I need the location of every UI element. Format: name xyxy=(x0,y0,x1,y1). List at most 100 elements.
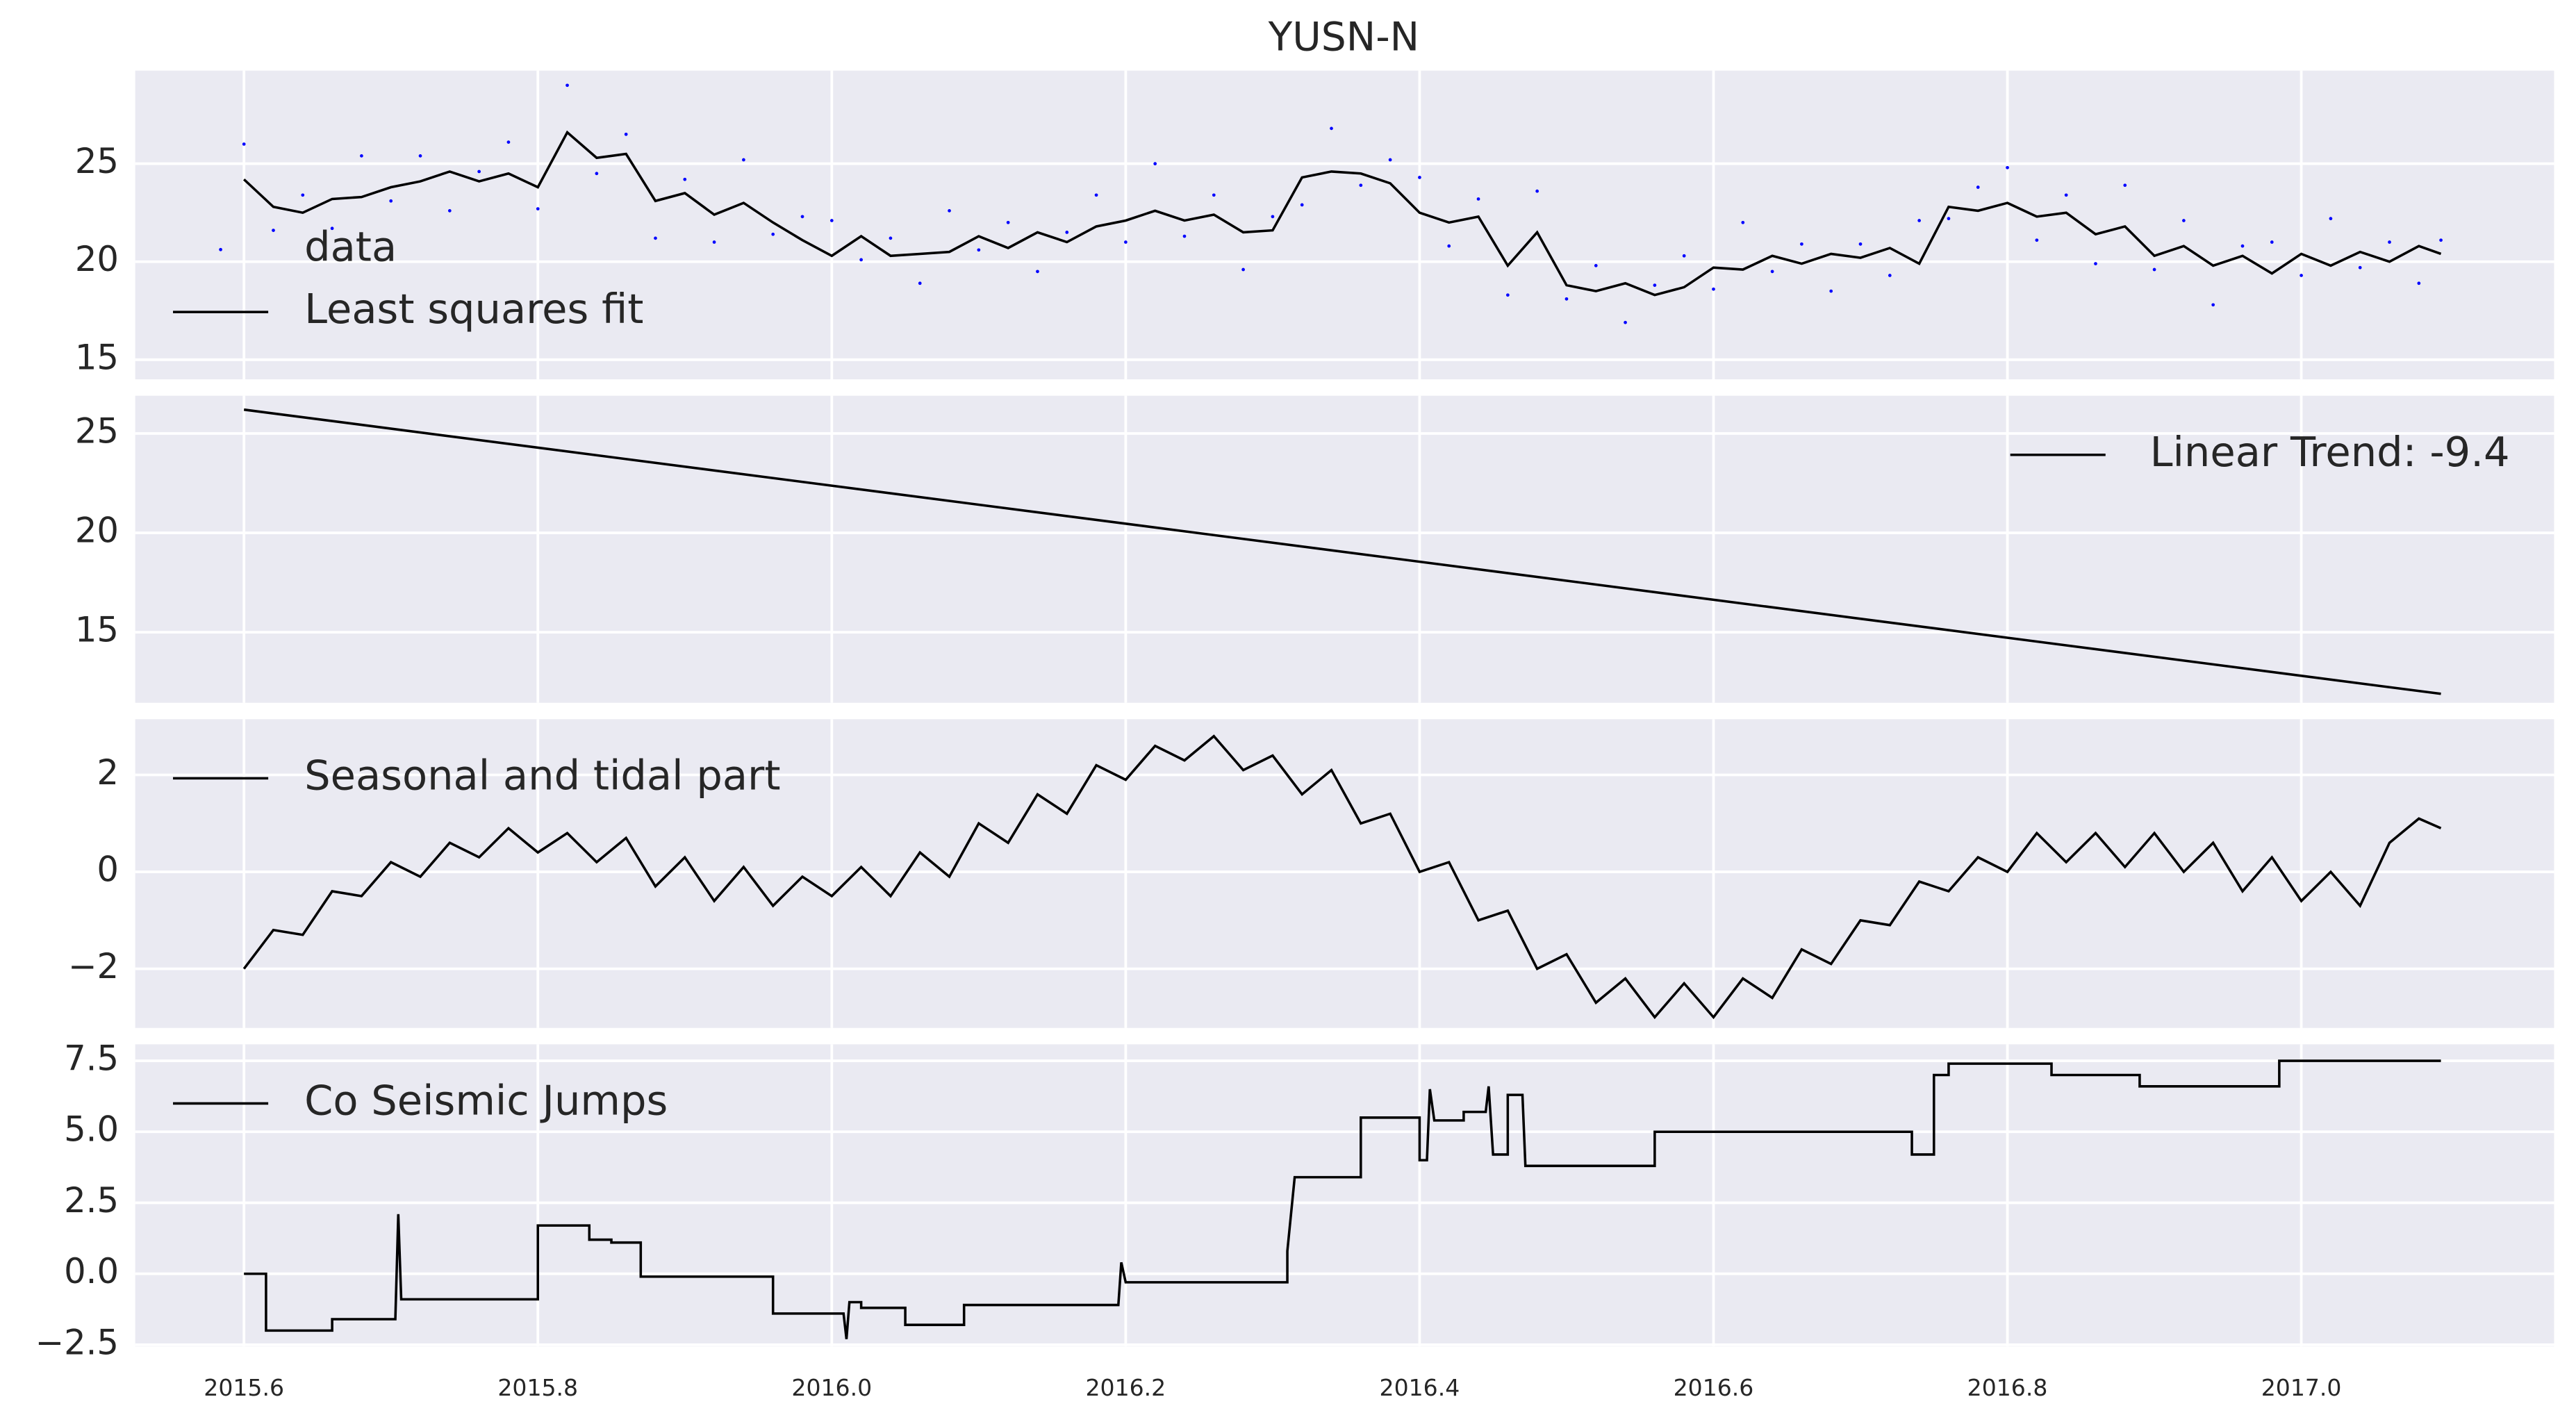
x-tick-label: 2016.6 xyxy=(1674,1374,1754,1401)
x-tick-label: 2016.8 xyxy=(1967,1374,2048,1401)
data-point xyxy=(1006,220,1010,224)
y-tick-label: 20 xyxy=(75,511,119,551)
y-tick-label: 25 xyxy=(75,411,119,452)
legend-label: Least squares fit xyxy=(304,285,643,333)
legend-label: Co Seismic Jumps xyxy=(304,1077,668,1125)
y-tick-label: 2 xyxy=(97,752,119,793)
data-point xyxy=(1741,220,1745,224)
data-point xyxy=(1212,193,1216,197)
chart-title: YUSN-N xyxy=(1268,14,1420,60)
data-point xyxy=(565,83,569,88)
data-point xyxy=(977,248,981,252)
data-point xyxy=(2388,240,2391,244)
data-point xyxy=(1888,274,1892,277)
data-point xyxy=(1858,242,1863,246)
data-point xyxy=(2329,217,2333,221)
data-point xyxy=(1124,240,1128,244)
data-point xyxy=(2064,193,2068,197)
data-point xyxy=(1330,126,1333,131)
y-tick-label: 7.5 xyxy=(64,1039,119,1079)
data-point xyxy=(418,154,422,158)
data-point xyxy=(1153,162,1157,166)
data-point xyxy=(1564,297,1569,301)
data-point xyxy=(2035,238,2039,242)
data-point xyxy=(242,142,246,146)
x-tick-label: 2016.4 xyxy=(1380,1374,1460,1401)
data-point xyxy=(859,258,863,262)
legend-marker xyxy=(219,247,222,251)
data-point xyxy=(1535,189,1539,193)
data-point xyxy=(683,177,687,181)
data-point xyxy=(1682,254,1686,258)
data-point xyxy=(447,209,452,213)
plot-marks xyxy=(242,83,2443,324)
data-point xyxy=(1241,267,1245,272)
data-point xyxy=(889,236,893,240)
data-point xyxy=(2182,219,2186,222)
y-tick-label: 0.0 xyxy=(64,1251,119,1291)
y-tick-label: 2.5 xyxy=(64,1180,119,1221)
plot-marks xyxy=(242,734,2442,1020)
plot-area xyxy=(135,70,2554,380)
line xyxy=(242,130,2442,297)
data-point xyxy=(1359,183,1363,188)
data-point xyxy=(389,199,393,203)
data-point xyxy=(477,170,481,174)
data-point xyxy=(1182,234,1187,238)
data-point xyxy=(1418,176,1421,179)
data-point xyxy=(1271,215,1275,219)
data-point xyxy=(1770,270,1774,274)
data-point xyxy=(2240,244,2245,248)
data-point xyxy=(800,215,804,219)
legend-label: data xyxy=(304,222,397,270)
y-tick-label: 15 xyxy=(75,337,119,377)
legend-label: Seasonal and tidal part xyxy=(304,752,780,800)
y-tick-label: 0 xyxy=(97,850,119,890)
data-point xyxy=(1476,197,1480,201)
legend-label: Linear Trend: -9.4 xyxy=(2150,428,2510,476)
data-point xyxy=(2300,274,2303,277)
data-point xyxy=(2439,238,2443,242)
data-point xyxy=(2270,240,2274,244)
line xyxy=(243,408,2441,695)
data-point xyxy=(1917,219,1921,222)
x-tick-label: 2016.2 xyxy=(1085,1374,1166,1401)
data-point xyxy=(2211,303,2215,307)
data-point xyxy=(742,158,745,162)
data-point xyxy=(330,226,334,231)
data-point xyxy=(2123,183,2127,188)
data-point xyxy=(1447,244,1451,248)
y-tick-label: −2.5 xyxy=(35,1322,119,1362)
y-tick-label: 25 xyxy=(75,141,119,181)
data-point xyxy=(1976,185,1980,189)
data-point xyxy=(1388,158,1392,162)
data-point xyxy=(2006,165,2009,170)
data-point xyxy=(1653,283,1657,287)
x-tick-label: 2017.0 xyxy=(2261,1374,2342,1401)
data-point xyxy=(1829,289,1833,293)
data-point xyxy=(2152,267,2156,272)
line xyxy=(242,734,2442,1020)
data-point xyxy=(272,229,275,232)
x-tick-label: 2016.0 xyxy=(791,1374,872,1401)
data-point xyxy=(1594,264,1598,267)
data-point xyxy=(506,140,511,144)
data-point xyxy=(624,132,628,136)
data-point xyxy=(1300,203,1304,207)
data-point xyxy=(1712,287,1715,291)
data-point xyxy=(712,240,716,244)
data-point xyxy=(301,193,305,197)
y-tick-label: 5.0 xyxy=(64,1109,119,1150)
x-tick-label: 2015.6 xyxy=(204,1374,284,1401)
y-tick-label: 20 xyxy=(75,239,119,279)
data-point xyxy=(1094,193,1098,197)
data-point xyxy=(918,281,922,286)
data-point xyxy=(1505,293,1510,297)
data-point xyxy=(829,219,834,222)
data-point xyxy=(948,209,951,213)
data-point xyxy=(654,236,657,240)
data-point xyxy=(1065,231,1069,234)
line xyxy=(244,1059,2441,1339)
